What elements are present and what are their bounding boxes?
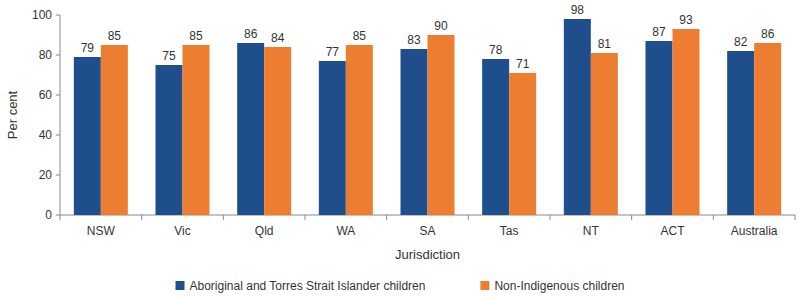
chart-container: 0 20 40 60 80 100 NSW Vic Qld WA SA Tas NT ACT Austral… xyxy=(0,0,800,296)
data-label: 90 xyxy=(434,19,448,33)
data-label: 85 xyxy=(189,29,203,43)
y-tick-label: 60 xyxy=(39,88,53,102)
y-tick xyxy=(56,215,60,216)
data-label: 83 xyxy=(407,33,421,47)
bar xyxy=(74,57,101,215)
x-category-tick xyxy=(305,215,306,220)
y-tick xyxy=(56,15,60,16)
y-tick-label: 0 xyxy=(45,208,52,222)
bar xyxy=(646,41,673,215)
x-tick-label: Tas xyxy=(500,224,519,238)
legend-label: Aboriginal and Torres Strait Islander ch… xyxy=(190,279,426,293)
x-axis-title: Jurisdiction xyxy=(395,247,460,262)
y-tick-label: 40 xyxy=(39,128,53,142)
y-axis-line xyxy=(60,15,61,215)
bar xyxy=(101,45,128,215)
bar xyxy=(264,47,291,215)
bar xyxy=(482,59,509,215)
data-label: 75 xyxy=(162,49,176,63)
data-label: 82 xyxy=(734,35,748,49)
data-label: 98 xyxy=(571,3,585,17)
data-label: 87 xyxy=(652,25,666,39)
y-tick xyxy=(56,135,60,136)
bars-group xyxy=(74,19,781,215)
x-category-tick xyxy=(468,215,469,220)
x-tick-label: Australia xyxy=(731,224,778,238)
bar xyxy=(428,35,455,215)
bar xyxy=(237,43,264,215)
bar xyxy=(401,49,428,215)
data-label: 85 xyxy=(108,29,122,43)
data-label: 86 xyxy=(244,27,258,41)
x-category-tick xyxy=(550,215,551,220)
y-tick-label: 80 xyxy=(39,48,53,62)
x-category-tick xyxy=(223,215,224,220)
y-tick xyxy=(56,95,60,96)
data-label: 77 xyxy=(326,45,340,59)
x-category-tick xyxy=(795,215,796,220)
bar xyxy=(564,19,591,215)
x-tick-label: Vic xyxy=(174,224,190,238)
bar xyxy=(591,53,618,215)
x-tick-label: WA xyxy=(336,224,355,238)
data-label: 79 xyxy=(81,41,95,55)
legend-label: Non-Indigenous children xyxy=(494,279,624,293)
x-tick-label: NSW xyxy=(87,224,116,238)
bar xyxy=(183,45,210,215)
legend: Aboriginal and Torres Strait Islander ch… xyxy=(176,279,625,293)
x-category-tick xyxy=(141,215,142,220)
x-tick-label: NT xyxy=(583,224,600,238)
y-tick-label: 100 xyxy=(32,8,52,22)
data-label: 86 xyxy=(761,27,775,41)
data-label: 85 xyxy=(353,29,367,43)
x-category-tick xyxy=(386,215,387,220)
x-tick-label: SA xyxy=(419,224,435,238)
legend-swatch xyxy=(176,281,185,290)
y-tick xyxy=(56,175,60,176)
x-category-tick xyxy=(713,215,714,220)
bar xyxy=(673,29,700,215)
y-tick xyxy=(56,55,60,56)
data-label: 93 xyxy=(679,13,693,27)
y-tick-label: 20 xyxy=(39,168,53,182)
bar xyxy=(754,43,781,215)
bar xyxy=(156,65,183,215)
data-label: 78 xyxy=(489,43,503,57)
bar xyxy=(319,61,346,215)
x-category-tick xyxy=(60,215,61,220)
legend-swatch xyxy=(480,281,489,290)
data-label: 81 xyxy=(598,37,612,51)
data-label: 84 xyxy=(271,31,285,45)
bar xyxy=(727,51,754,215)
bar xyxy=(509,73,536,215)
bar xyxy=(346,45,373,215)
y-axis-title: Per cent xyxy=(5,90,20,139)
data-labels-group: 79 75 86 77 83 78 98 87 82 85 85 84 85 90 71 81 93 86 xyxy=(81,3,775,71)
data-label: 71 xyxy=(516,57,530,71)
x-category-tick xyxy=(631,215,632,220)
x-tick-label: ACT xyxy=(661,224,686,238)
chart-svg: 0 20 40 60 80 100 NSW Vic Qld WA SA Tas NT ACT Austral… xyxy=(0,0,800,296)
x-tick-label: Qld xyxy=(255,224,274,238)
